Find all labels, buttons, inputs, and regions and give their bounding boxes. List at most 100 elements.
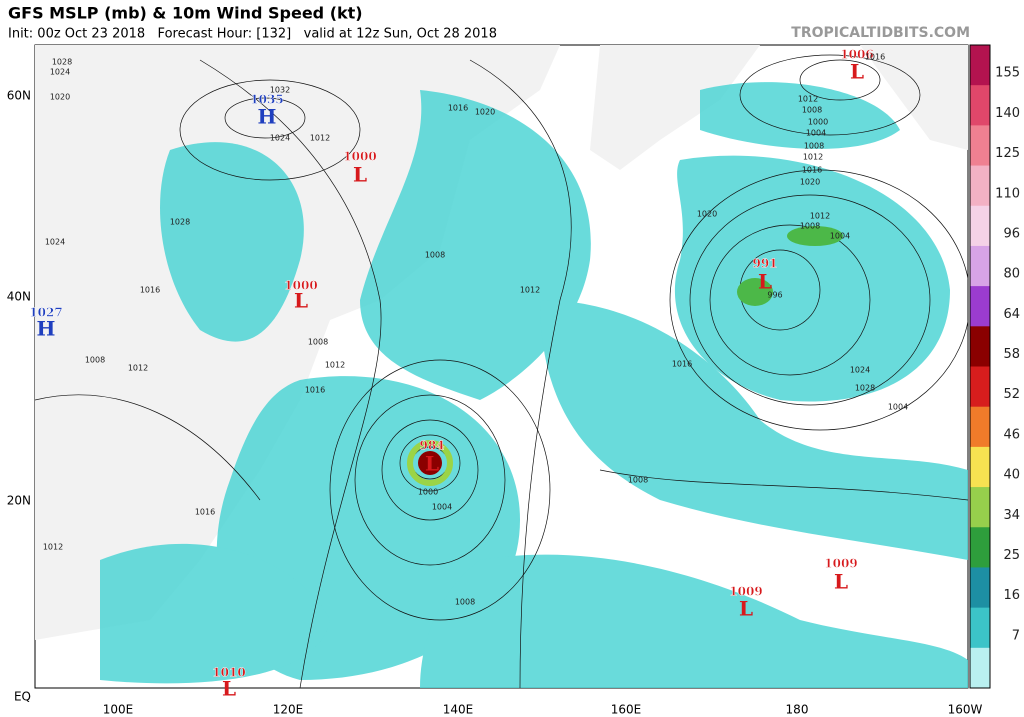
isobar-label: 1008 [800,222,820,231]
pressure-letter: H [37,317,56,341]
isobar-label: 1024 [850,366,870,375]
pressure-value: 991 [752,257,777,271]
lon-label: 100E [103,703,134,717]
pressure-letter: L [739,597,753,621]
colorbar-frame [969,44,991,689]
pressure-value: 1035 [250,93,283,107]
pressure-letter: L [222,677,236,701]
typhoon-core [418,451,442,475]
isobar-label: 1012 [803,153,823,162]
colorbar-swatch [970,406,990,448]
lat-label: 20N [7,494,31,508]
pressure-value: 1027 [29,306,62,320]
isobar-label: 1016 [448,104,468,113]
colorbar-tick-label: 40 [1003,468,1020,483]
isobar-label: 1008 [455,598,475,607]
colorbar-tick-label: 64 [1003,307,1020,322]
isobar-label: 1024 [270,134,290,143]
isobar-label: 1000 [808,118,828,127]
land-alaska [860,45,968,150]
isobar-label: 1024 [45,238,65,247]
lon-label: 140E [443,703,474,717]
isobar-label: 1028 [52,58,72,67]
source: TROPICALTIDBITS.COM [791,25,970,41]
lat-label: EQ [14,690,31,704]
isobar-label: 1012 [520,286,540,295]
lat-label: 40N [7,290,31,304]
isobar-label: 1004 [830,232,850,241]
isobar-label: 1004 [806,129,826,138]
isobar-label: 1008 [628,476,648,485]
colorbar-swatch [970,326,990,367]
pressure-value: 1009 [824,557,857,571]
isobar-label: 1008 [425,251,445,260]
isobar-label: 1016 [195,508,215,517]
isobar-label: 1012 [325,361,345,370]
colorbar-swatch [970,165,990,207]
colorbar-swatch [970,567,990,609]
colorbar-tick-label: 80 [1003,267,1020,282]
colorbar-swatch [970,366,990,408]
colorbar-swatch [970,487,990,528]
isobars [35,54,968,688]
pressure-value: 1010 [212,666,245,680]
colorbar-swatch [970,245,990,287]
colorbar-tick-label: 140 [995,106,1020,121]
isobar-label: 1012 [810,212,830,221]
isobar-label: 1004 [888,403,908,412]
typhoon-ring [407,440,453,486]
pressure-value: 1000 [343,150,376,164]
isobar-label: 1008 [308,338,328,347]
isobar-label: 1020 [475,108,495,117]
colorbar-tick-label: 52 [1003,387,1020,402]
pressure-value: 1009 [729,585,762,599]
isobar-label: 1000 [418,488,438,497]
colorbar-tick-label: 25 [1003,548,1020,563]
isobar-label: 1012 [798,95,818,104]
colorbar-swatch [970,125,990,167]
colorbar-swatch [970,205,990,247]
land-kamchatka [590,45,760,170]
pressure-letter: L [834,570,848,594]
colorbar-tick-label: 110 [995,186,1020,201]
colorbar: 155 140 125 110 96 80 64 58 52 46 40 34 25 16 7 [969,44,1020,689]
lat-label: 60N [7,89,31,103]
colorbar-tick-label: 34 [1003,508,1020,523]
lon-label: 160W [948,703,983,717]
isobar-label: 1016 [140,286,160,295]
colorbar-swatch [970,446,990,488]
lon-label: 180 [786,703,809,717]
lon-label: 160E [611,703,642,717]
pressure-value: 1000 [284,279,317,293]
isobar-label: 1016 [305,386,325,395]
wind-max [737,278,773,306]
colorbar-tick-label: 125 [995,146,1020,161]
isobar-label: 1008 [804,142,824,151]
isobar-label: 1008 [85,356,105,365]
isobar-label: 1020 [697,210,717,219]
pressure-value: 1006 [840,48,873,62]
lon-label: 120E [273,703,304,717]
map: 1035H1027H1000L1000L984L991L1006L1009L10… [29,44,969,701]
wind-max [787,226,843,246]
colorbar-swatch [970,647,990,689]
pressure-letter: L [425,452,439,476]
colorbar-tick-label: 155 [995,66,1020,81]
colorbar-tick-label: 46 [1003,427,1020,442]
colorbar-swatch [970,527,990,568]
subtitle: Init: 00z Oct 23 2018 Forecast Hour: [13… [8,27,497,42]
colorbar-tick-label: 58 [1003,347,1020,362]
isobar-label: 996 [767,291,782,300]
pressure-letter: L [758,270,772,294]
isobar-label: 1024 [50,68,70,77]
colorbar-tick-label: 7 [1012,628,1020,643]
isobar-label: 1012 [43,543,63,552]
isobar-label: 1012 [310,134,330,143]
isobar-label: 1004 [432,503,452,512]
colorbar-swatch [970,85,990,126]
pressure-letter: L [294,289,308,313]
colorbar-swatch [970,45,990,86]
isobar-label: 1028 [855,384,875,393]
isobar-label: 1020 [800,178,820,187]
